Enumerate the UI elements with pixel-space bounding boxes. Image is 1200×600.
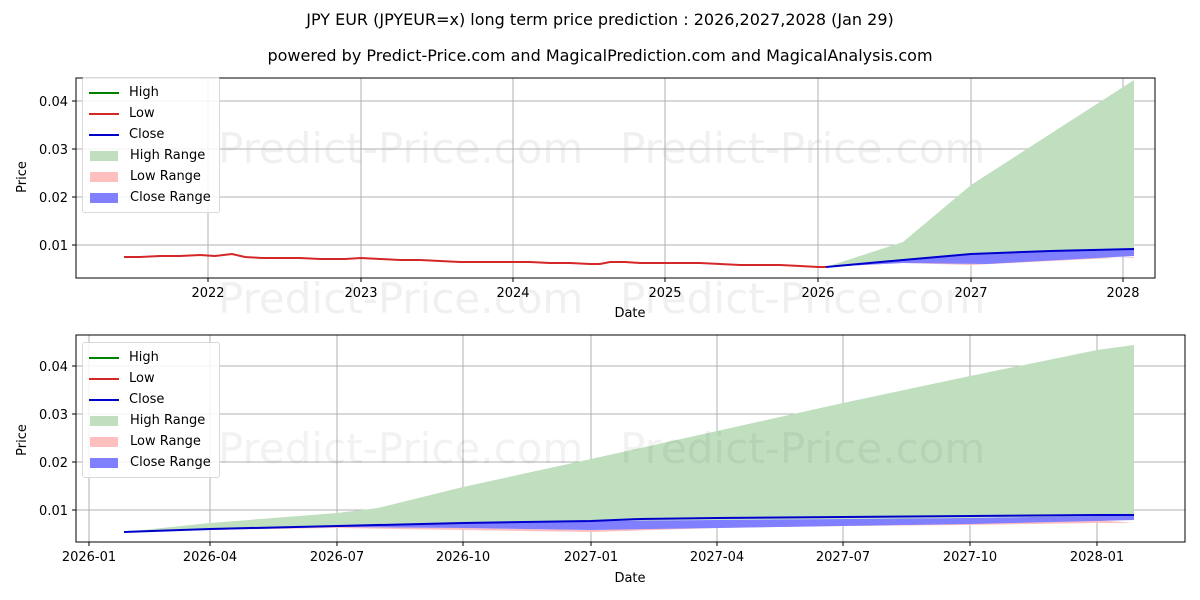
- svg-text:2028-01: 2028-01: [1070, 550, 1124, 565]
- bottom-watermarks: Predict-Price.com Predict-Price.com: [218, 424, 985, 473]
- legend-item-low-range: Low Range: [89, 431, 211, 452]
- bottom-close-range-area: [124, 516, 1134, 532]
- top-x-axis-label: Date: [614, 306, 645, 321]
- legend-item-high-range: High Range: [89, 145, 211, 166]
- close-line-swatch-icon: [89, 133, 119, 136]
- top-high-range-area: [826, 80, 1134, 267]
- legend-item-close: Close: [89, 389, 211, 410]
- svg-text:0.04: 0.04: [39, 360, 68, 375]
- high-range-swatch-icon: [90, 150, 118, 161]
- bottom-x-axis-label: Date: [614, 571, 645, 586]
- top-axes-frame: [75, 77, 1156, 279]
- bottom-y-axis-label: Price: [15, 424, 30, 456]
- svg-text:0.02: 0.02: [39, 456, 68, 471]
- top-legend: High Low Close High Range Low Range Clos…: [82, 77, 220, 213]
- svg-text:0.02: 0.02: [39, 191, 68, 206]
- svg-text:2027-01: 2027-01: [564, 550, 618, 565]
- legend-item-high: High: [89, 347, 211, 368]
- legend-item-high: High: [89, 82, 211, 103]
- bottom-close-line: [123, 514, 1134, 533]
- svg-text:2026-01: 2026-01: [62, 550, 116, 565]
- low-line-swatch-icon: [89, 377, 119, 380]
- chart-subtitle: powered by Predict-Price.com and Magical…: [267, 46, 933, 65]
- close-line-swatch-icon: [89, 398, 119, 401]
- watermark: Predict-Price.com: [218, 274, 583, 323]
- bottom-high-range-area: [124, 345, 1134, 532]
- bottom-chart: Predict-Price.com Predict-Price.com 2026…: [15, 334, 1186, 586]
- svg-text:0.03: 0.03: [39, 143, 68, 158]
- svg-text:2025: 2025: [648, 286, 681, 301]
- close-range-swatch-icon: [90, 192, 118, 203]
- watermark: Predict-Price.com: [620, 274, 985, 323]
- close-range-swatch-icon: [90, 457, 118, 468]
- watermark: Predict-Price.com: [620, 424, 985, 473]
- svg-text:2022: 2022: [191, 286, 224, 301]
- legend-item-low-range: Low Range: [89, 166, 211, 187]
- svg-text:0.01: 0.01: [39, 239, 68, 254]
- top-low-history-line: [124, 252, 826, 268]
- low-range-swatch-icon: [90, 171, 118, 182]
- svg-text:2023: 2023: [344, 286, 377, 301]
- svg-text:2024: 2024: [496, 286, 529, 301]
- bottom-ticks: [72, 365, 1098, 546]
- legend-item-high-range: High Range: [89, 410, 211, 431]
- svg-text:2026-07: 2026-07: [310, 550, 364, 565]
- svg-text:2027-07: 2027-07: [816, 550, 870, 565]
- svg-text:2027-04: 2027-04: [690, 550, 744, 565]
- top-close-line: [825, 248, 1135, 268]
- bottom-axes-frame: [75, 334, 1186, 543]
- legend-item-low: Low: [89, 103, 211, 124]
- high-range-swatch-icon: [90, 415, 118, 426]
- low-line-swatch-icon: [89, 112, 119, 115]
- legend-item-close-range: Close Range: [89, 187, 211, 208]
- top-chart: Predict-Price.com Predict-Price.com Pred…: [15, 77, 1156, 323]
- high-line-swatch-icon: [89, 356, 119, 359]
- svg-text:2026-10: 2026-10: [436, 550, 490, 565]
- watermark: Predict-Price.com: [218, 424, 583, 473]
- svg-text:2027-10: 2027-10: [943, 550, 997, 565]
- svg-text:0.04: 0.04: [39, 95, 68, 110]
- legend-item-close: Close: [89, 124, 211, 145]
- svg-text:0.01: 0.01: [39, 504, 68, 519]
- top-ticks: [72, 100, 1124, 282]
- top-y-axis-label: Price: [15, 161, 30, 193]
- svg-text:0.03: 0.03: [39, 408, 68, 423]
- svg-text:2026: 2026: [801, 286, 834, 301]
- bottom-legend: High Low Close High Range Low Range Clos…: [82, 342, 220, 478]
- svg-text:2028: 2028: [1106, 286, 1139, 301]
- chart-title: JPY EUR (JPYEUR=x) long term price predi…: [306, 10, 894, 29]
- top-x-tick-labels: 2022 2023 2024 2025 2026 2027 2028: [191, 286, 1139, 301]
- high-line-swatch-icon: [89, 91, 119, 94]
- svg-text:2027: 2027: [954, 286, 987, 301]
- top-watermarks: Predict-Price.com Predict-Price.com Pred…: [218, 124, 985, 323]
- bottom-x-tick-labels: 2026-01 2026-04 2026-07 2026-10 2027-01 …: [62, 550, 1124, 565]
- top-y-tick-labels: 0.04 0.03 0.02 0.01: [39, 95, 68, 254]
- legend-item-close-range: Close Range: [89, 452, 211, 473]
- svg-text:2026-04: 2026-04: [183, 550, 237, 565]
- bottom-y-tick-labels: 0.04 0.03 0.02 0.01: [39, 360, 68, 519]
- low-range-swatch-icon: [90, 436, 118, 447]
- top-close-range-area: [826, 249, 1134, 267]
- legend-item-low: Low: [89, 368, 211, 389]
- bottom-low-range-area: [124, 520, 1134, 532]
